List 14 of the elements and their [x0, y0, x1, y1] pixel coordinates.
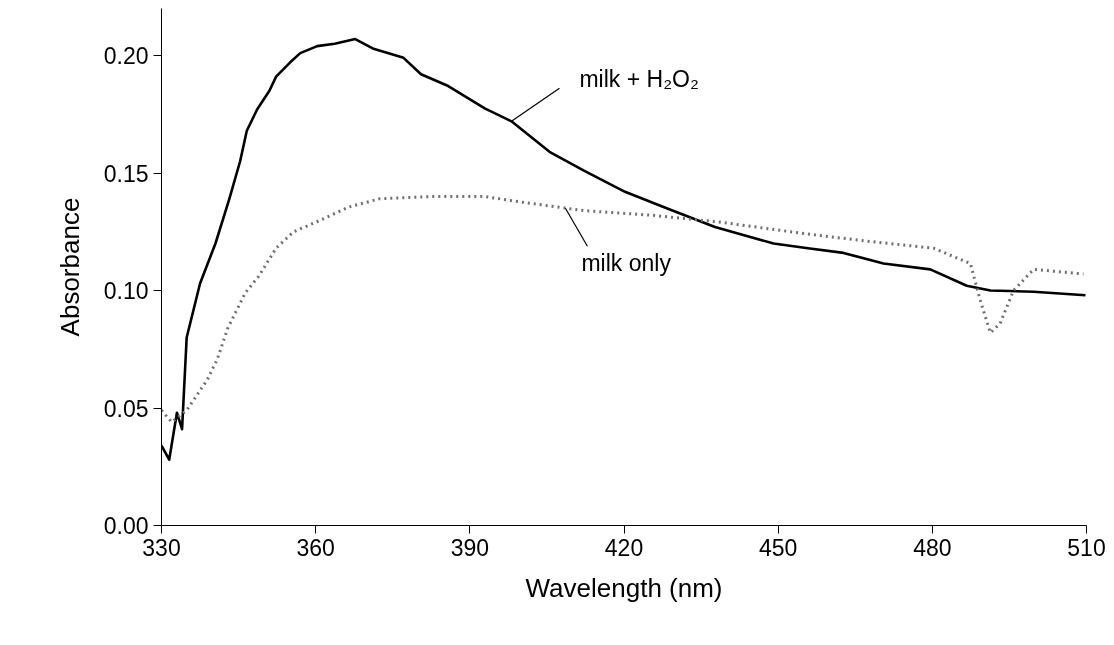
x-tick-label: 360: [296, 534, 335, 561]
x-tick-label: 480: [913, 534, 952, 561]
x-tick-label: 450: [758, 534, 798, 561]
y-tick-label: 0.15: [103, 160, 149, 187]
annotation: milk only: [581, 250, 672, 277]
x-tick-label: 510: [1067, 534, 1106, 561]
annotation: milk + H₂O₂: [579, 66, 699, 93]
x-axis-title: Wavelength (nm): [525, 572, 723, 603]
x-tick-label: 420: [604, 534, 644, 561]
x-tick-label: 390: [450, 534, 490, 561]
y-tick-label: 0.10: [103, 278, 149, 304]
y-tick-label: 0.20: [103, 43, 149, 69]
y-tick-label: 0.05: [103, 395, 149, 422]
y-axis-title: Absorbance: [54, 197, 85, 337]
